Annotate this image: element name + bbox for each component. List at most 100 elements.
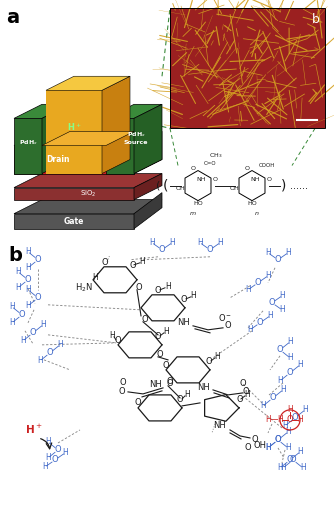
Text: O: O: [243, 388, 249, 396]
Text: H: H: [190, 291, 196, 300]
Polygon shape: [14, 132, 162, 145]
Text: H: H: [245, 285, 251, 294]
Text: H: H: [37, 357, 43, 365]
Polygon shape: [14, 214, 134, 229]
Text: O: O: [55, 446, 61, 455]
Text: H: H: [45, 437, 51, 447]
Polygon shape: [42, 132, 134, 145]
Text: O: O: [275, 435, 281, 444]
Text: m: m: [190, 211, 196, 216]
Text: NH: NH: [177, 319, 189, 327]
Text: O: O: [159, 245, 165, 255]
Text: (: (: [156, 180, 160, 190]
Text: CH$_3$: CH$_3$: [209, 151, 223, 160]
Text: H: H: [280, 386, 286, 394]
Text: H: H: [165, 282, 171, 291]
Text: SiO$_2$: SiO$_2$: [80, 188, 97, 199]
Text: O: O: [19, 310, 25, 320]
Text: H: H: [92, 273, 98, 282]
Text: H: H: [282, 422, 288, 430]
Text: H: H: [287, 337, 293, 346]
Text: O: O: [245, 443, 251, 453]
Text: H: H: [287, 405, 293, 415]
Text: O: O: [207, 245, 213, 255]
Polygon shape: [106, 118, 134, 174]
Text: O$^-$: O$^-$: [218, 312, 232, 323]
Text: H: H: [197, 238, 203, 247]
Text: O: O: [190, 166, 195, 171]
Text: O: O: [120, 378, 126, 388]
Bar: [170, 8, 325, 129]
Text: PdH$_x$: PdH$_x$: [18, 138, 37, 147]
Text: O: O: [252, 435, 258, 444]
Text: NH: NH: [214, 422, 226, 430]
Text: O: O: [270, 393, 276, 402]
Text: O: O: [35, 256, 41, 264]
Text: H: H: [285, 248, 291, 257]
Text: H: H: [169, 238, 175, 247]
Text: O: O: [257, 319, 263, 327]
Text: O: O: [163, 361, 169, 370]
Text: H: H: [277, 416, 283, 424]
Text: NH: NH: [250, 177, 260, 182]
Text: O: O: [155, 287, 161, 295]
Text: b: b: [312, 13, 320, 26]
Text: Drain: Drain: [47, 155, 70, 164]
Text: b: b: [8, 246, 22, 265]
Text: HO: HO: [247, 201, 257, 206]
Polygon shape: [134, 193, 162, 229]
Text: H: H: [57, 340, 63, 350]
Text: O: O: [269, 298, 275, 307]
Text: H: H: [277, 463, 283, 472]
Text: O: O: [255, 278, 261, 288]
Text: OH: OH: [254, 441, 267, 451]
Polygon shape: [42, 104, 70, 174]
Text: H: H: [15, 267, 21, 276]
Text: O: O: [52, 456, 58, 464]
Text: O: O: [277, 345, 283, 355]
Polygon shape: [46, 90, 102, 174]
Text: O: O: [244, 166, 249, 171]
Text: H: H: [45, 454, 51, 462]
Polygon shape: [134, 104, 162, 174]
Text: H: H: [25, 301, 31, 310]
Text: O: O: [181, 295, 187, 304]
Text: H: H: [217, 238, 223, 247]
Text: O: O: [275, 435, 281, 444]
Text: NH: NH: [150, 380, 162, 390]
Text: PdH$_x$
Source: PdH$_x$ Source: [124, 130, 148, 145]
Text: H: H: [265, 271, 271, 280]
Polygon shape: [14, 200, 162, 214]
Text: H: H: [184, 391, 190, 399]
Text: H: H: [285, 443, 291, 453]
Text: O: O: [287, 416, 293, 424]
Text: O: O: [267, 177, 272, 182]
Text: H: H: [280, 463, 286, 472]
Text: (: (: [163, 179, 169, 193]
Text: H: H: [300, 463, 306, 472]
Text: H: H: [40, 321, 46, 329]
Text: OH: OH: [230, 186, 240, 191]
Text: H: H: [265, 443, 271, 453]
Polygon shape: [14, 174, 162, 187]
Text: H: H: [285, 427, 291, 436]
Text: H: H: [277, 376, 283, 386]
Polygon shape: [14, 118, 42, 174]
Text: O: O: [292, 414, 298, 423]
Polygon shape: [14, 187, 134, 200]
Text: O: O: [155, 332, 161, 341]
Text: NH: NH: [196, 177, 206, 182]
Polygon shape: [134, 174, 162, 200]
Polygon shape: [102, 76, 130, 174]
Text: H$_2$N: H$_2$N: [75, 281, 93, 294]
Text: a: a: [6, 8, 19, 27]
Text: Gate: Gate: [64, 217, 84, 226]
Text: O: O: [275, 256, 281, 264]
Polygon shape: [134, 132, 162, 174]
Text: O: O: [142, 315, 148, 324]
Polygon shape: [46, 76, 130, 90]
Text: O: O: [167, 377, 173, 387]
Text: O: O: [167, 379, 173, 389]
Text: O: O: [136, 283, 142, 292]
Text: COOH: COOH: [259, 163, 275, 168]
